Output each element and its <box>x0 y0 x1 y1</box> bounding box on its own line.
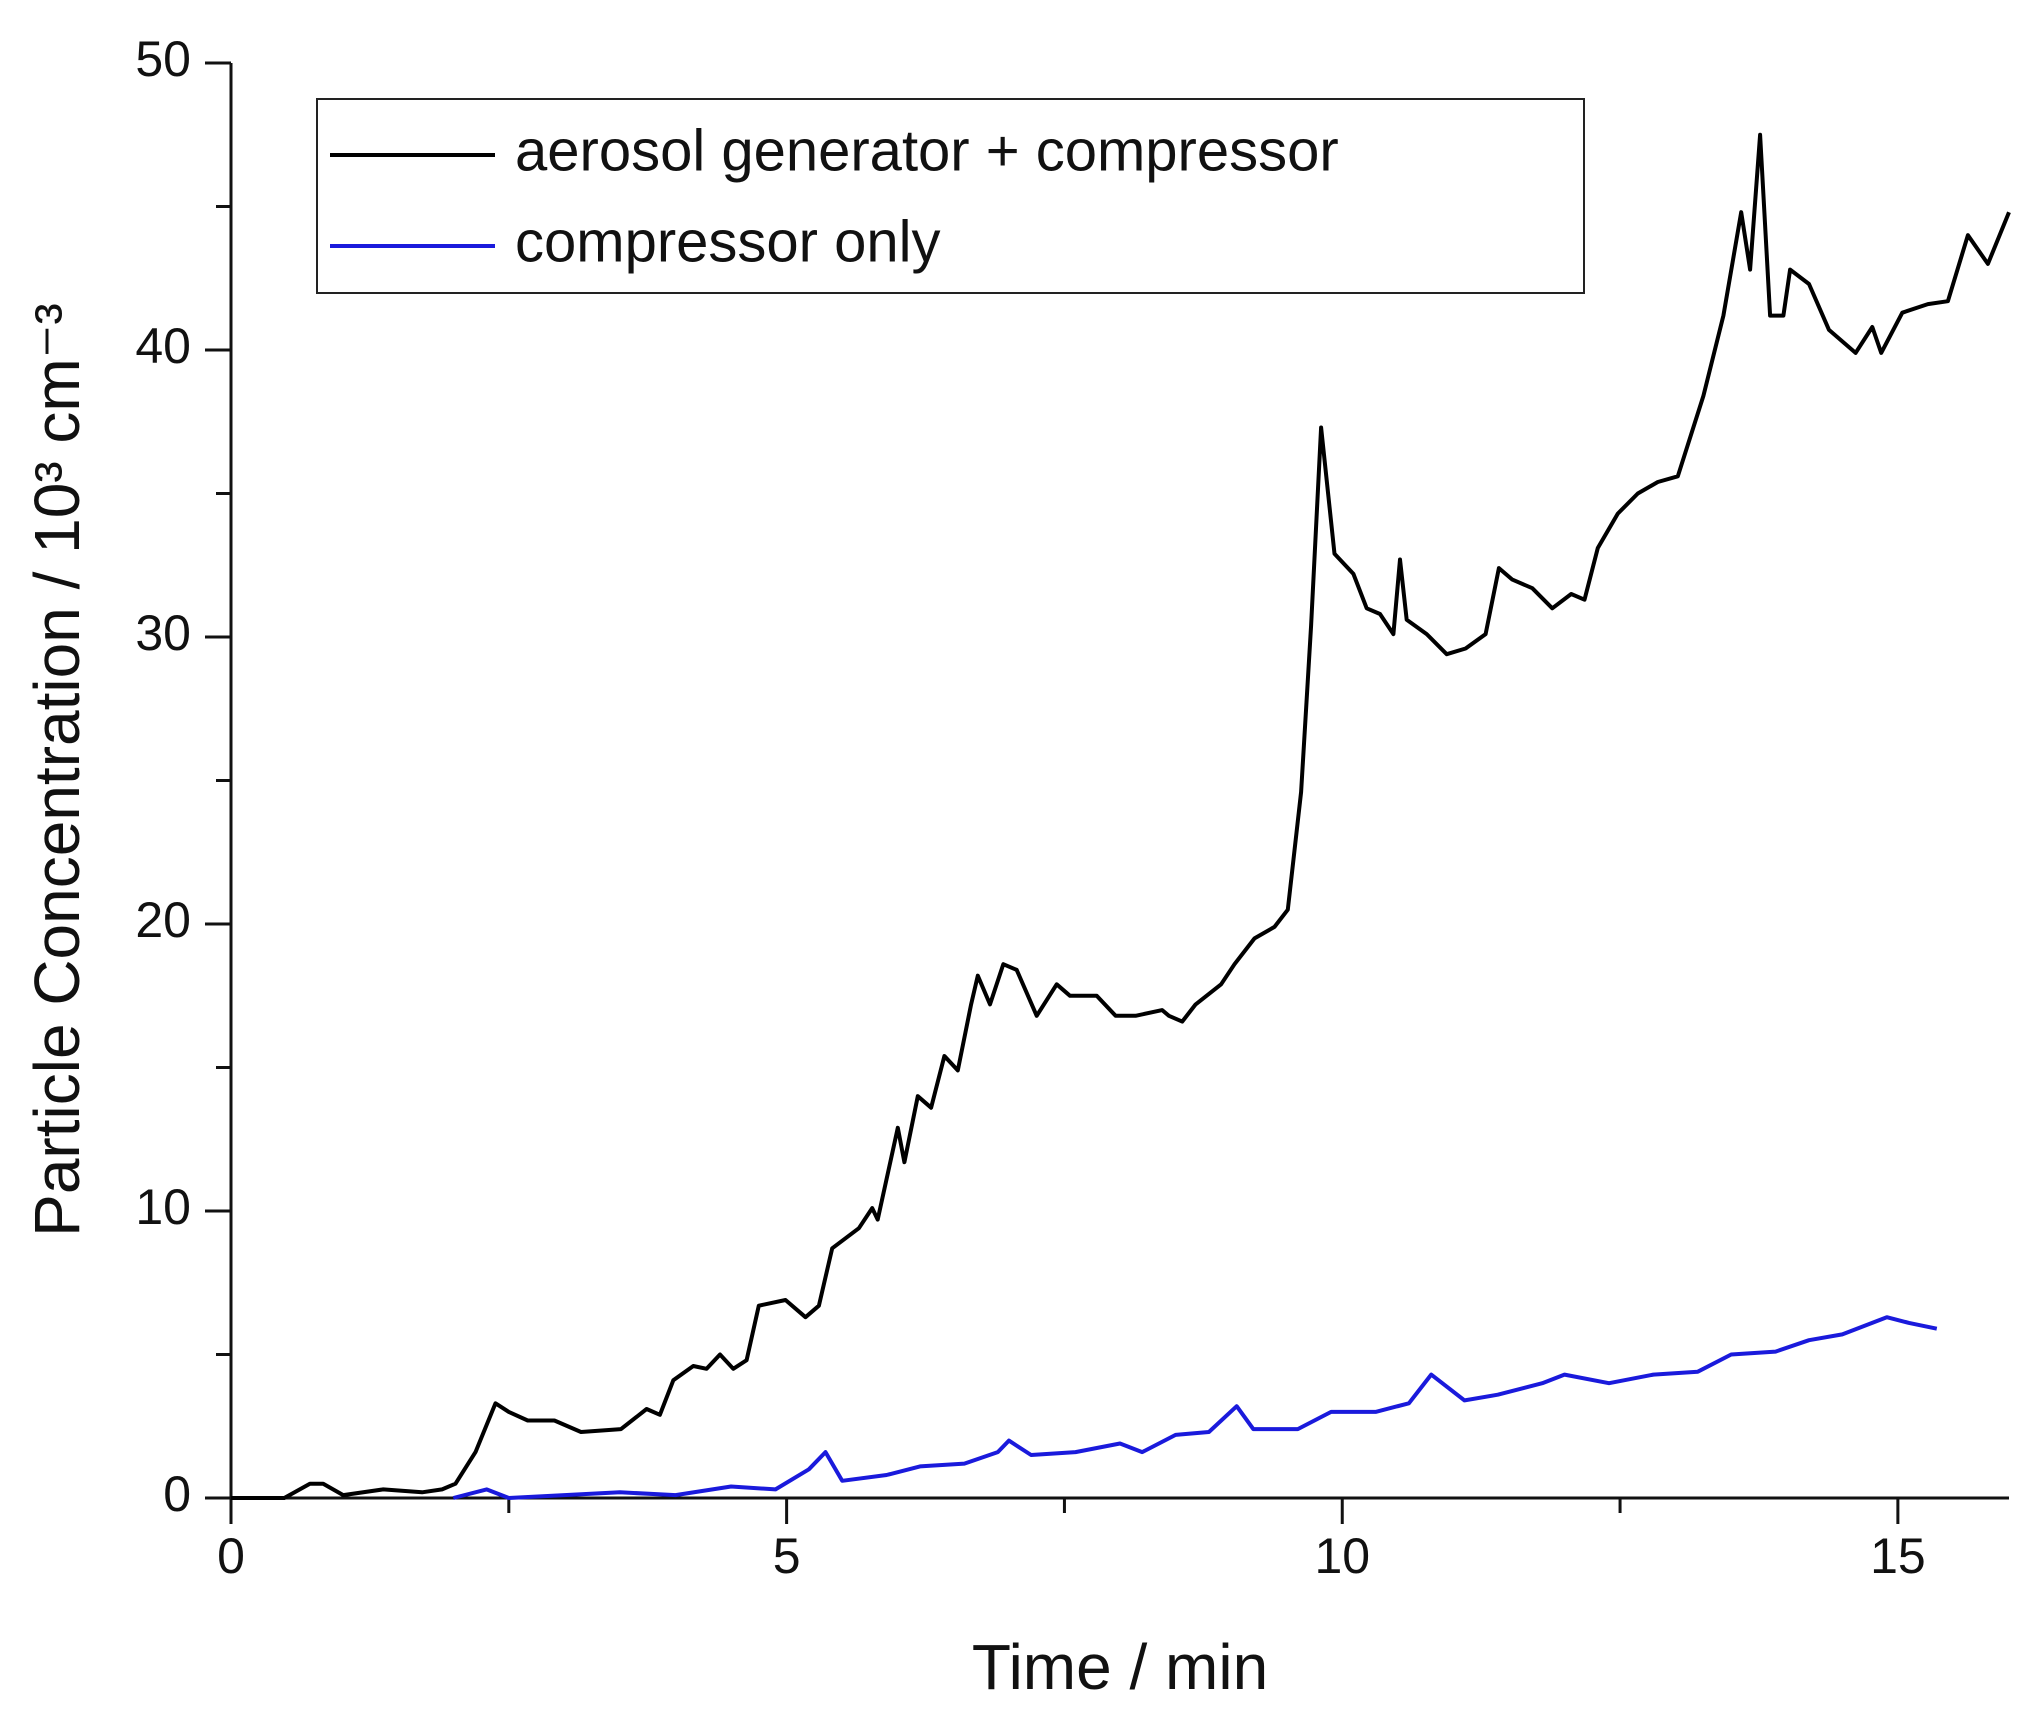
y-tick-label: 50 <box>135 31 191 87</box>
y-axis-title: Particle Concentration / 10³ cm⁻³ <box>21 303 93 1237</box>
y-tick-label: 30 <box>135 605 191 661</box>
data-line <box>231 132 2011 1500</box>
legend-label: compressor only <box>515 209 940 274</box>
x-tick-label: 0 <box>217 1528 245 1584</box>
y-tick-label: 10 <box>135 1179 191 1235</box>
legend-box <box>316 98 1585 294</box>
legend-label: aerosol generator + compressor <box>515 118 1339 183</box>
x-tick-label: 5 <box>773 1528 801 1584</box>
x-tick-label: 10 <box>1314 1528 1370 1584</box>
y-tick-label: 40 <box>135 318 191 374</box>
x-tick-label: 15 <box>1870 1528 1926 1584</box>
x-axis-title: Time / min <box>972 1631 1268 1703</box>
y-tick-label: 20 <box>135 892 191 948</box>
y-tick-label: 0 <box>163 1466 191 1522</box>
data-line <box>452 1315 1938 1500</box>
